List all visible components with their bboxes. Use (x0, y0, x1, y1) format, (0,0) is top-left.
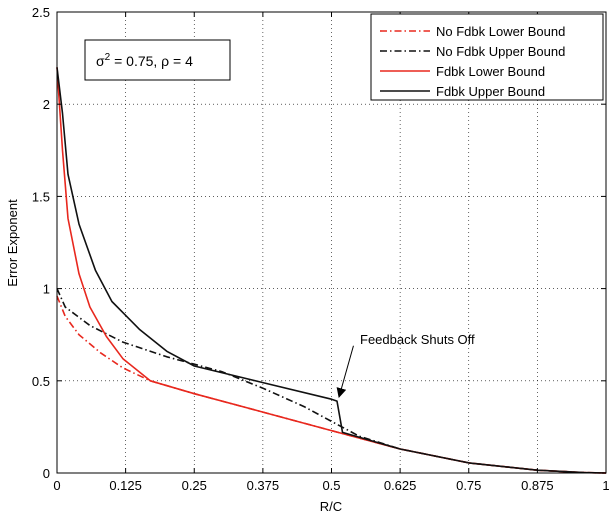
x-axis-label: R/C (320, 499, 342, 514)
x-tick-label: 1 (602, 478, 609, 493)
legend-label-no-fdbk-upper-bound: No Fdbk Upper Bound (436, 44, 565, 59)
annotation-text: Feedback Shuts Off (360, 332, 475, 347)
x-tick-label: 0.25 (182, 478, 207, 493)
y-tick-label: 0.5 (32, 374, 50, 389)
x-tick-label: 0.125 (109, 478, 142, 493)
parameter-box: σ2 = 0.75, ρ = 4 (84, 39, 231, 81)
series-layer (56, 67, 607, 474)
series-line-no-fdbk-upper-bound (56, 288, 607, 474)
annotation: Feedback Shuts Off (336, 332, 475, 399)
y-tick-label: 1 (43, 282, 50, 297)
sigma-symbol: σ (96, 53, 105, 69)
y-tick-labels: 0 0.5 1 1.5 2 2.5 (32, 5, 50, 481)
legend-label-fdbk-upper-bound: Fdbk Upper Bound (436, 84, 545, 99)
axis-ticks (56, 11, 607, 474)
legend-label-no-fdbk-lower-bound: No Fdbk Lower Bound (436, 24, 565, 39)
x-tick-label: 0 (53, 478, 60, 493)
x-tick-label: 0.75 (456, 478, 481, 493)
y-axis-label: Error Exponent (5, 199, 20, 287)
legend-label-fdbk-lower-bound: Fdbk Lower Bound (436, 64, 545, 79)
y-tick-label: 1.5 (32, 189, 50, 204)
x-tick-label: 0.875 (521, 478, 554, 493)
x-tick-label: 0.5 (322, 478, 340, 493)
sigma-exponent: 2 (105, 52, 111, 63)
parameter-values: = 0.75, ρ = 4 (110, 53, 193, 69)
series-line-fdbk-upper-bound (56, 67, 607, 474)
parameter-text: σ2 = 0.75, ρ = 4 (96, 52, 193, 69)
x-tick-label: 0.375 (247, 478, 280, 493)
series-line-no-fdbk-lower-bound (56, 295, 607, 474)
x-tick-label: 0.625 (384, 478, 417, 493)
x-tick-labels: 0 0.125 0.25 0.375 0.5 0.625 0.75 0.875 1 (53, 478, 609, 493)
y-tick-label: 2 (43, 97, 50, 112)
y-tick-label: 0 (43, 466, 50, 481)
annotation-arrow (336, 345, 354, 399)
legend-box (370, 13, 604, 101)
y-tick-label: 2.5 (32, 5, 50, 20)
legend: No Fdbk Lower Bound No Fdbk Upper Bound Fd… (370, 13, 604, 101)
